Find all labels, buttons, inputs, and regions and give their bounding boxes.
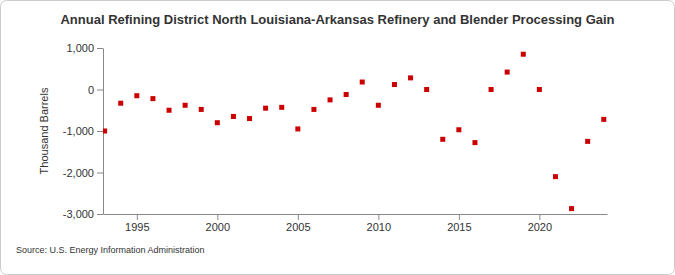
- y-tick: -3,000: [63, 208, 103, 220]
- frame: [1, 1, 675, 275]
- point: [521, 52, 526, 57]
- point: [456, 127, 461, 132]
- y-tick: -1,000: [63, 125, 103, 137]
- y-tick-mark: [97, 173, 103, 174]
- y-axis: -3,000 -2,000 -1,000 0 1,000: [63, 42, 104, 220]
- x-tick-mark: [298, 214, 299, 220]
- x-tick-mark: [137, 214, 138, 220]
- point: [489, 87, 494, 92]
- point: [505, 70, 510, 75]
- x-tick-label: 2010: [367, 221, 391, 233]
- point: [231, 114, 236, 119]
- x-tick: 2020: [528, 214, 552, 233]
- marks: [103, 52, 606, 211]
- x-tick: 2000: [206, 214, 230, 233]
- y-tick-mark: [97, 48, 103, 49]
- x-axis-line: [104, 214, 608, 215]
- point: [263, 106, 268, 111]
- title: Annual Refining District North Louisiana…: [60, 12, 614, 27]
- y-tick: 1,000: [66, 42, 103, 54]
- x-tick: 1995: [125, 214, 149, 233]
- point: [344, 92, 349, 97]
- x-tick-label: 2015: [447, 221, 471, 233]
- point: [553, 174, 558, 179]
- point: [408, 75, 413, 80]
- x-tick-label: 2020: [528, 221, 552, 233]
- point: [134, 93, 139, 98]
- y-tick: -2,000: [63, 167, 103, 179]
- y-tick-label: 0: [88, 84, 94, 96]
- point: [537, 87, 542, 92]
- point: [440, 137, 445, 142]
- x-tick-label: 2000: [206, 221, 230, 233]
- x-axis: 1995 2000 2005 2010 2015 2020: [104, 214, 608, 233]
- point: [392, 82, 397, 87]
- point: [376, 103, 381, 108]
- x-tick: 2015: [447, 214, 471, 233]
- point: [311, 107, 316, 112]
- point: [183, 103, 188, 108]
- y-tick-label: -2,000: [63, 167, 94, 179]
- x-tick-label: 2005: [286, 221, 310, 233]
- y-tick-label: 1,000: [66, 42, 94, 54]
- point: [424, 87, 429, 92]
- source-note: Source: U.S. Energy Information Administ…: [16, 245, 205, 255]
- point: [167, 108, 172, 113]
- y-tick-label: -1,000: [63, 125, 94, 137]
- y-tick: 0: [88, 84, 103, 96]
- point: [585, 139, 590, 144]
- point: [328, 97, 333, 102]
- x-tick-mark: [378, 214, 379, 220]
- point: [103, 129, 107, 134]
- point: [601, 117, 606, 122]
- x-tick: 2010: [367, 214, 391, 233]
- point: [569, 206, 574, 211]
- point: [295, 126, 300, 131]
- point: [150, 96, 155, 101]
- point: [247, 116, 252, 121]
- point: [215, 120, 220, 125]
- point: [279, 105, 284, 110]
- point: [360, 80, 365, 85]
- point: [118, 101, 123, 106]
- y-tick-mark: [97, 214, 103, 215]
- y-tick-mark: [97, 131, 103, 132]
- y-tick-label: -3,000: [63, 208, 94, 220]
- x-tick-mark: [539, 214, 540, 220]
- chart-container: 1995 2000 2005 2010 2015 2020 -3,000 -2,000 -1,0…: [0, 0, 675, 275]
- y-axis-title: Thousand Barrels: [38, 87, 50, 174]
- x-tick-mark: [459, 214, 460, 220]
- point: [199, 107, 204, 112]
- plot: 1995 2000 2005 2010 2015 2020 -3,000 -2,000 -1,0…: [63, 42, 608, 233]
- x-tick-mark: [217, 214, 218, 220]
- x-tick-label: 1995: [125, 221, 149, 233]
- y-tick-mark: [97, 90, 103, 91]
- chart-svg: 1995 2000 2005 2010 2015 2020 -3,000 -2,000 -1,0…: [0, 0, 675, 275]
- x-tick: 2005: [286, 214, 310, 233]
- point: [472, 140, 477, 145]
